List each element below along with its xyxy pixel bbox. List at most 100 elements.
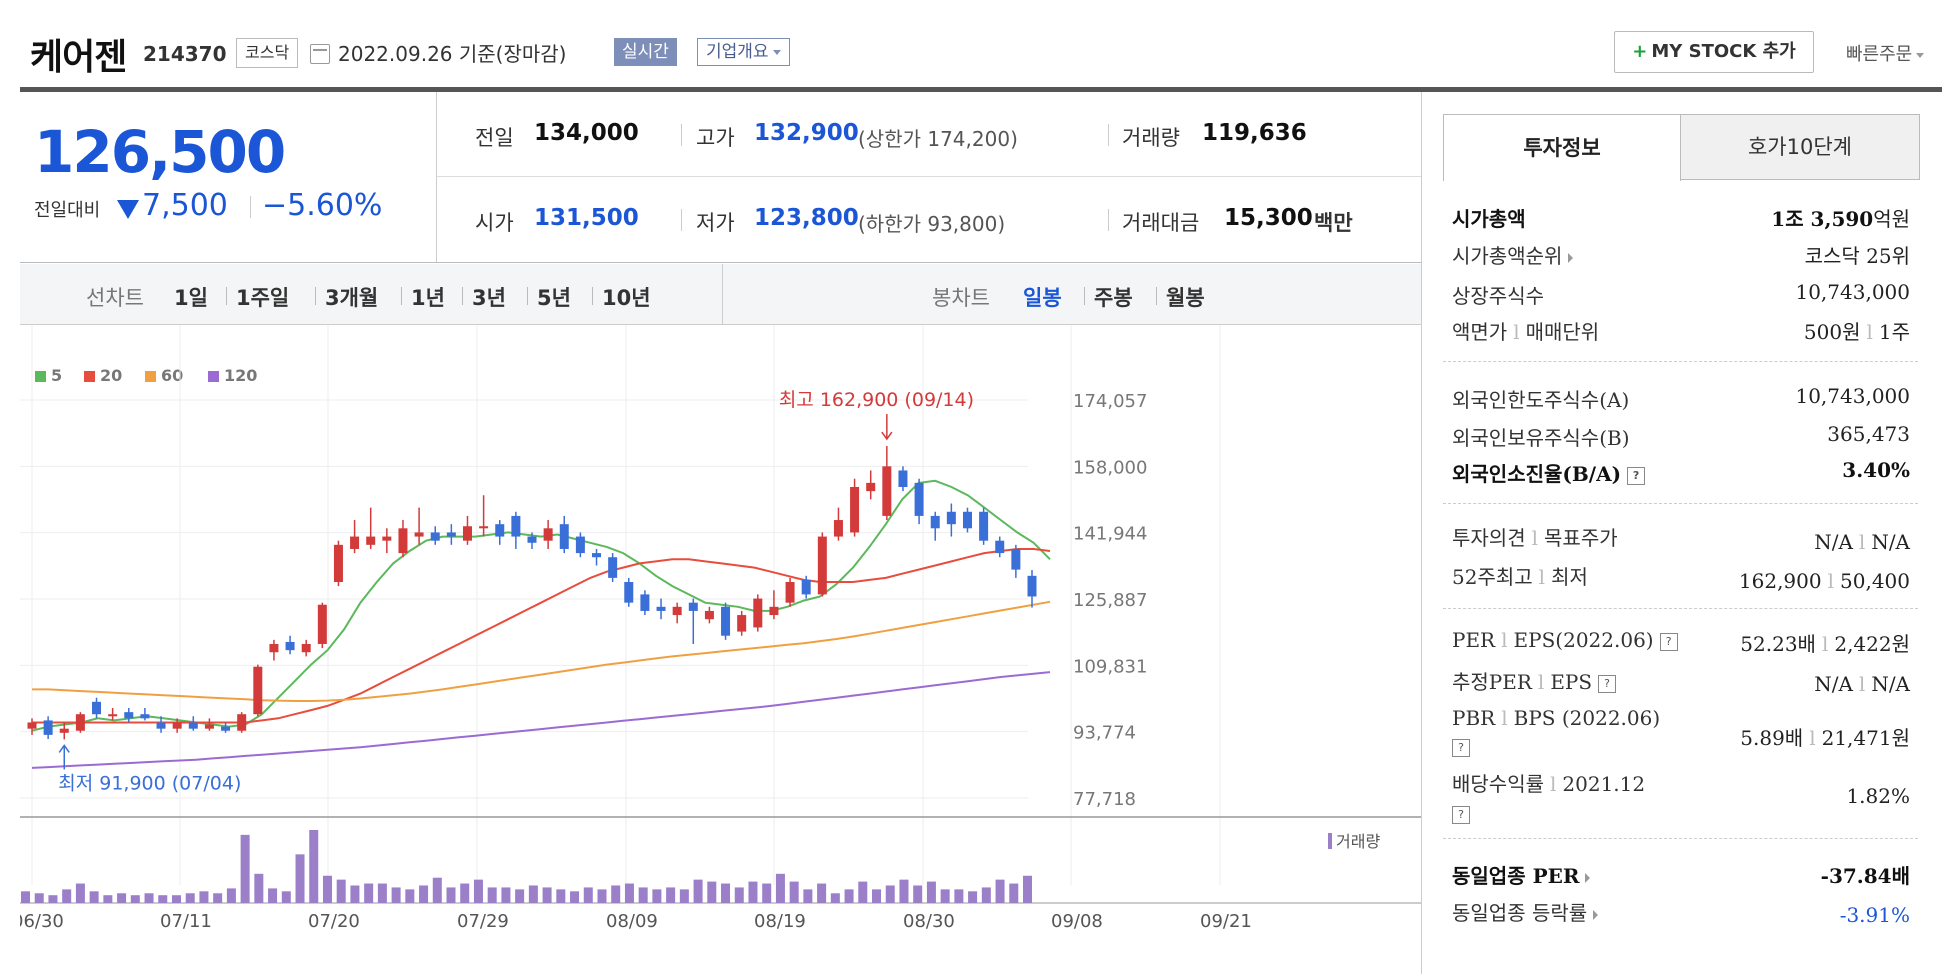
bps-value: 21,471원 [1821, 726, 1910, 750]
tab-invest-info[interactable]: 투자정보 [1443, 114, 1681, 181]
divider [1443, 838, 1918, 839]
separator: l [1809, 726, 1816, 750]
volume-bar [213, 893, 223, 903]
est-eps-label: EPS [1550, 670, 1593, 694]
candle-body [511, 515, 521, 537]
quick-order-dropdown[interactable]: 빠른주문 [1846, 40, 1925, 66]
volume-bar [762, 883, 772, 903]
volume-bar [240, 834, 250, 903]
divider [1443, 503, 1918, 504]
dividend-labels: 배당수익률 l 2021.12? [1452, 768, 1645, 824]
x-tick-label: 06/30 [20, 911, 64, 932]
opinion-labels: 투자의견 l 목표주가 [1452, 522, 1618, 551]
legend-swatch-20 [84, 371, 95, 382]
candle-body [124, 712, 134, 719]
x-tick-label: 07/29 [457, 911, 509, 932]
w52-labels: 52주최고 l 최저 [1452, 561, 1588, 590]
candle-tab-2[interactable]: 월봉 [1166, 286, 1205, 310]
help-icon[interactable]: ? [1598, 674, 1617, 693]
candle-body [301, 643, 311, 653]
volume-bar [968, 891, 978, 903]
volume-bar [981, 887, 991, 903]
high-annotation: 최고 162,900 (09/14) [779, 389, 974, 411]
volume-bar [652, 889, 662, 903]
amount-unit: 백만 [1314, 211, 1353, 235]
help-icon[interactable]: ? [1452, 738, 1470, 757]
foreign-limit-row: 외국인한도주식수(A) 10,743,000 [1452, 384, 1910, 414]
rank-label: 시가총액순위 [1452, 244, 1563, 268]
candle-tab-0[interactable]: 일봉 [1023, 286, 1062, 310]
period-tab-2[interactable]: 3개월 [325, 286, 379, 310]
rank-label-wrap[interactable]: 시가총액순위 [1452, 240, 1574, 269]
y-tick-label: 109,831 [1073, 656, 1147, 677]
market-cap-row: 시가총액 1조 3,590억원 [1452, 203, 1910, 233]
tab-hoga-10[interactable]: 호가10단계 [1680, 114, 1920, 180]
volume-bar [460, 883, 470, 903]
help-icon[interactable]: ? [1627, 466, 1646, 485]
foreign-rate-label-wrap: 외국인소진율(B/A)? [1452, 458, 1646, 487]
unit-value: 1주 [1878, 320, 1910, 344]
volume-bar [158, 895, 168, 903]
est-per-labels: 추정PER l EPS? [1452, 666, 1617, 695]
diff-label: 전일대비 [34, 200, 101, 221]
period-tab-0[interactable]: 1일 [174, 286, 208, 310]
candle-body [898, 470, 908, 487]
candle-body [221, 726, 231, 731]
par-row: 액면가 l 매매단위 500원 l 1주 [1452, 316, 1910, 346]
realtime-button[interactable]: 실시간 [614, 38, 677, 66]
chevron-down-icon [772, 49, 781, 55]
period-tab-6[interactable]: 10년 [602, 286, 651, 310]
volume-bar [570, 891, 580, 903]
sector-rate-label-wrap[interactable]: 동일업종 등락률 [1452, 897, 1599, 926]
volume-bar [817, 883, 827, 903]
add-mystock-button[interactable]: + MY STOCK 추가 [1614, 31, 1814, 73]
candle-body [75, 714, 85, 731]
est-per-value: N/A [1814, 672, 1853, 696]
period-tab-3[interactable]: 1년 [411, 286, 445, 310]
volume-bar [89, 891, 99, 903]
candle-body [543, 528, 553, 541]
company-overview-dropdown[interactable]: 기업개요 [697, 38, 790, 66]
volume-bar [391, 887, 401, 903]
dividend-row: 배당수익률 l 2021.12? 1.82% [1452, 768, 1910, 824]
candle-body [27, 722, 37, 729]
period-tab-1[interactable]: 1주일 [236, 286, 290, 310]
volume-legend-icon [1328, 833, 1332, 849]
candle-body [785, 582, 795, 603]
volume-bar [624, 883, 634, 903]
candle-tab-1[interactable]: 주봉 [1094, 286, 1133, 310]
volume-bar [501, 887, 511, 903]
candle-body [882, 466, 892, 516]
divider [315, 287, 316, 305]
period-tab-5[interactable]: 5년 [537, 286, 571, 310]
shares-value: 10,743,000 [1795, 280, 1910, 304]
candle-body [92, 701, 102, 715]
volume-bar [583, 887, 593, 903]
volume-bar [528, 885, 538, 903]
open-label: 시가 [475, 211, 514, 235]
ma-line-20 [32, 548, 1051, 724]
pbr-row: PBR l BPS (2022.06)? 5.89배 l 21,471원 [1452, 706, 1910, 762]
help-icon[interactable]: ? [1452, 805, 1470, 824]
candle-body [672, 606, 682, 616]
period-tab-4[interactable]: 3년 [472, 286, 506, 310]
volume-bar [666, 887, 676, 903]
candle-body [43, 720, 53, 735]
divider [462, 287, 463, 305]
separator: l [1501, 628, 1508, 652]
volume-bar [858, 881, 868, 903]
volume-bar [872, 889, 882, 903]
volume-bar [638, 887, 648, 903]
sector-per-label-wrap[interactable]: 동일업종 PER [1452, 860, 1591, 889]
volume-bar [405, 889, 415, 903]
candle-body [866, 482, 876, 492]
candle-body [479, 526, 489, 529]
volume-bar [844, 889, 854, 903]
sector-per-row: 동일업종 PER -37.84배 [1452, 860, 1910, 890]
help-icon[interactable]: ? [1659, 632, 1678, 651]
divider [1156, 287, 1157, 305]
legend-label-120: 120 [224, 366, 257, 385]
candle-body [769, 606, 779, 616]
x-tick-label: 07/20 [308, 911, 360, 932]
divider [681, 124, 682, 146]
